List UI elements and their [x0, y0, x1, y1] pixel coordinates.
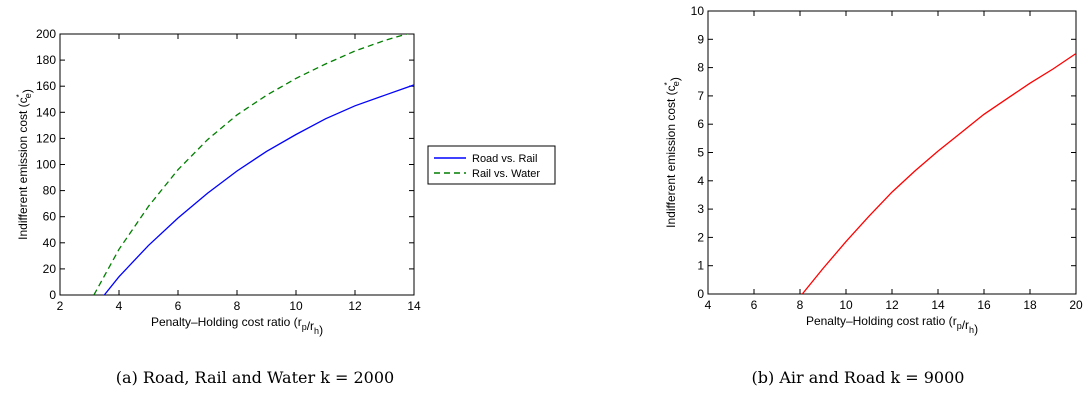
y-tick-label: 5	[697, 146, 704, 160]
y-tick-label: 200	[36, 27, 56, 41]
legend-label-road-rail: Road vs. Rail	[472, 153, 537, 165]
chart-air-road: 4 6 8 10 12 14 16 18 20012345678910Penalty–Holdi…	[663, 4, 1083, 336]
x-tick-label: 4	[705, 298, 712, 312]
x-axis-label: Penalty–Holding cost ratio (rp/rh)	[806, 314, 978, 336]
y-tick-label: 8	[697, 61, 704, 75]
x-tick-label: 8	[234, 299, 241, 313]
y-tick-label: 80	[43, 184, 57, 198]
x-tick-label: 18	[1023, 298, 1037, 312]
series-line-0	[801, 52, 1076, 294]
y-tick-label: 10	[691, 4, 705, 18]
x-tick-label: 14	[407, 299, 421, 313]
x-tick-label: 14	[931, 298, 945, 312]
y-tick-label: 4	[697, 174, 704, 188]
x-tick-label: 2	[57, 299, 64, 313]
y-tick-label: 2	[697, 230, 704, 244]
x-tick-label: 12	[348, 299, 362, 313]
series-line-0	[103, 84, 414, 295]
x-tick-label: 8	[797, 298, 804, 312]
plot-frame	[59, 33, 415, 296]
x-tick-label: 4	[116, 299, 123, 313]
y-tick-label: 1	[697, 259, 704, 273]
y-axis-label: Indifferent emission cost (c*e)	[15, 89, 34, 240]
x-tick-label: 10	[839, 298, 853, 312]
x-tick-label: 6	[751, 298, 758, 312]
y-tick-label: 20	[43, 262, 57, 276]
y-tick-label: 120	[36, 131, 56, 145]
y-tick-label: 3	[697, 202, 704, 216]
y-tick-label: 60	[43, 210, 57, 224]
y-tick-label: 40	[43, 236, 57, 250]
chart-road-rail-water: 2 4 6 8 10 12 14020406080100120140160180200Pen…	[15, 27, 421, 337]
plot-frame	[707, 10, 1077, 295]
y-tick-label: 100	[36, 158, 56, 172]
x-axis-label: Penalty–Holding cost ratio (rp/rh)	[151, 315, 323, 337]
caption-b: (b) Air and Road k = 9000	[752, 368, 965, 387]
y-tick-label: 0	[49, 288, 56, 302]
x-tick-label: 16	[977, 298, 991, 312]
y-axis-label: Indifferent emission cost (c*e)	[663, 77, 682, 228]
y-tick-label: 7	[697, 89, 704, 103]
x-tick-label: 6	[175, 299, 182, 313]
x-tick-label: 20	[1069, 298, 1083, 312]
legend: Road vs. Rail Rail vs. Water	[427, 145, 556, 185]
y-tick-label: 180	[36, 53, 56, 67]
y-tick-label: 140	[36, 105, 56, 119]
y-tick-label: 9	[697, 32, 704, 46]
caption-a: (a) Road, Rail and Water k = 2000	[116, 368, 394, 387]
y-tick-label: 160	[36, 79, 56, 93]
x-tick-label: 12	[885, 298, 899, 312]
y-tick-label: 6	[697, 117, 704, 131]
series-line-1	[93, 34, 409, 295]
x-tick-label: 10	[289, 299, 303, 313]
legend-label-rail-water: Rail vs. Water	[472, 168, 540, 180]
y-tick-label: 0	[697, 287, 704, 301]
legend-box	[427, 145, 556, 185]
